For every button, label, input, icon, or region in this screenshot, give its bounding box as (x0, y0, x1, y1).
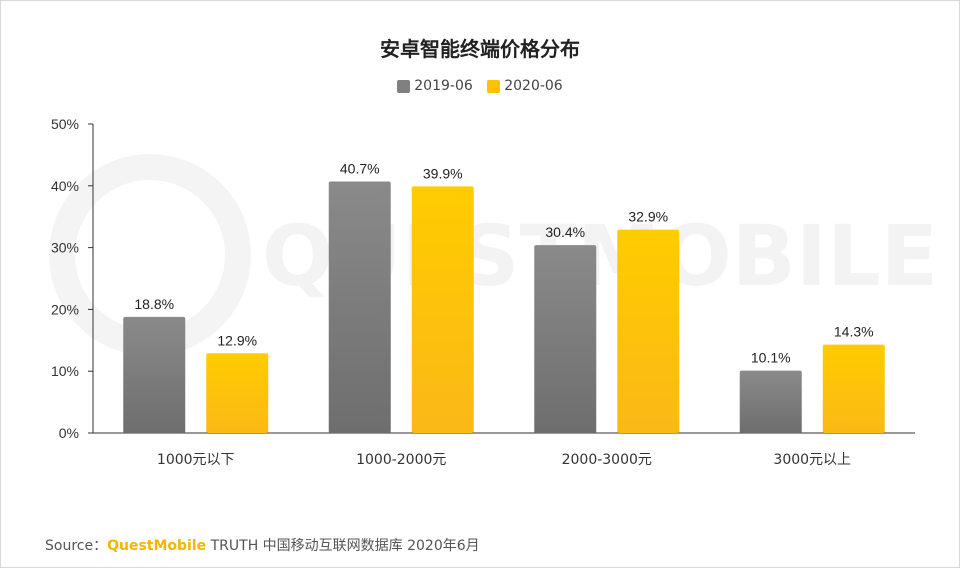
data-label: 39.9% (423, 165, 463, 181)
data-label: 10.1% (751, 350, 791, 366)
legend-item-2020: 2020-06 (487, 78, 563, 94)
source-text: TRUTH 中国移动互联网数据库 2020年6月 (210, 538, 480, 554)
legend-swatch-gray (397, 79, 411, 93)
bar-2020-06-1 (411, 186, 474, 433)
legend-label-2020: 2020-06 (504, 78, 563, 94)
data-label: 30.4% (545, 224, 585, 240)
bar-2020-06-2 (617, 229, 680, 433)
data-label: 18.8% (134, 296, 174, 312)
source-label: Source： (45, 538, 108, 554)
y-tick-label: 10% (51, 363, 79, 379)
bar-2019-06-1 (328, 181, 391, 433)
bar-2019-06-3 (739, 370, 802, 433)
legend-swatch-yellow (487, 79, 501, 93)
axes: 0% 10% 20% 30% 40% 50% (51, 116, 915, 441)
bar-2019-06-0 (123, 316, 186, 433)
chart-legend: 2019-06 2020-06 (0, 78, 960, 97)
legend-item-2019: 2019-06 (397, 78, 473, 94)
x-tick-label: 1000元以下 (157, 452, 235, 468)
data-label: 32.9% (628, 209, 668, 225)
y-tick-label: 50% (51, 116, 79, 132)
data-label: 14.3% (834, 324, 874, 340)
x-tick-label: 1000-2000元 (356, 452, 446, 468)
y-tick-label: 20% (51, 301, 79, 317)
watermark: QUESTMOBILE (49, 154, 938, 356)
watermark-ring (49, 154, 251, 356)
data-label: 40.7% (340, 160, 380, 176)
data-label: 12.9% (217, 332, 257, 348)
x-tick-label: 2000-3000元 (562, 452, 652, 468)
y-tick-label: 40% (51, 178, 79, 194)
bar-2020-06-0 (206, 353, 269, 433)
questmobile-brand: QuestMobile (107, 538, 207, 554)
source-footer: Source：QuestMobile TRUTH 中国移动互联网数据库 2020… (45, 535, 480, 555)
bars: 18.8% 12.9% 1000元以下 40.7% 39.9% 1000-2000元 30.… (123, 160, 885, 468)
chart-title: 安卓智能终端价格分布 (380, 37, 580, 61)
bar-2020-06-3 (822, 344, 885, 433)
bar-2019-06-2 (534, 245, 597, 433)
y-tick-label: 0% (59, 425, 79, 441)
y-tick-label: 30% (51, 240, 79, 256)
x-tick-label: 3000元以上 (773, 452, 851, 468)
legend-label-2019: 2019-06 (414, 78, 473, 94)
